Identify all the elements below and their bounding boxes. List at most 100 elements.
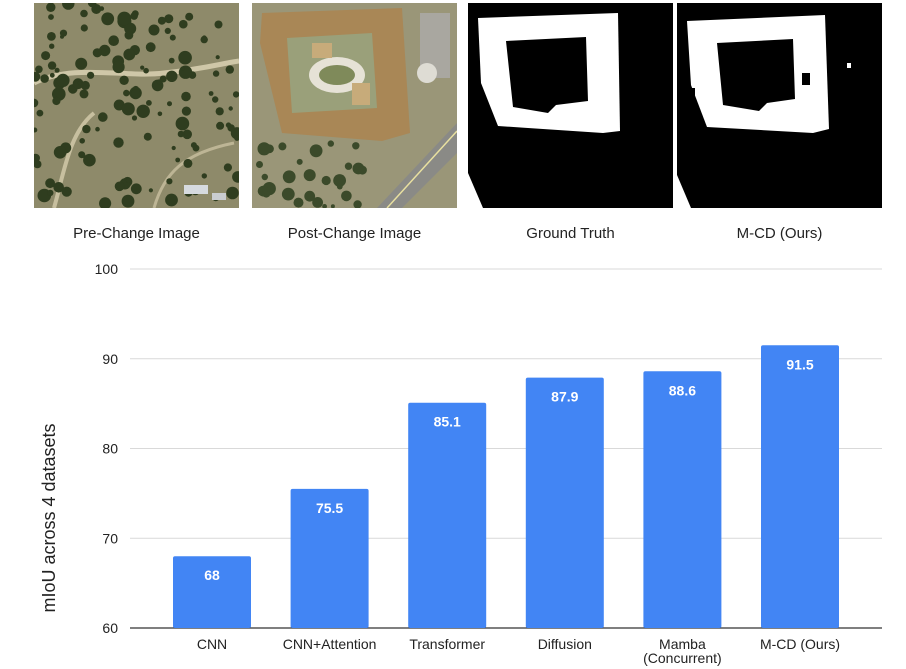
tree-canopy bbox=[121, 194, 135, 208]
tree-canopy bbox=[62, 3, 75, 10]
tree-canopy bbox=[99, 6, 105, 11]
tree-canopy bbox=[75, 57, 88, 70]
m-cd-prediction-mask bbox=[677, 3, 882, 208]
tree-canopy bbox=[143, 67, 149, 74]
tree-canopy bbox=[212, 70, 220, 77]
tree-canopy bbox=[168, 57, 175, 64]
tree-canopy bbox=[293, 197, 304, 208]
tree-canopy bbox=[87, 71, 95, 79]
tree-canopy bbox=[278, 142, 287, 151]
bar-value-label: 85.1 bbox=[434, 414, 461, 430]
tree-canopy bbox=[157, 111, 163, 117]
tree-canopy bbox=[309, 144, 323, 158]
bar bbox=[290, 488, 369, 628]
tree-canopy bbox=[87, 3, 97, 8]
tree-canopy bbox=[123, 48, 136, 61]
y-axis-tick-labels: 60 70 80 90 100 bbox=[95, 261, 119, 636]
tree-canopy bbox=[225, 65, 234, 74]
tree-canopy bbox=[352, 142, 360, 150]
tree-canopy bbox=[34, 127, 38, 133]
tree-canopy bbox=[140, 65, 145, 70]
tree-canopy bbox=[125, 178, 131, 183]
tree-canopy bbox=[234, 135, 239, 141]
tree-canopy bbox=[79, 138, 85, 144]
tree-canopy bbox=[181, 91, 191, 102]
tree-canopy bbox=[131, 115, 138, 121]
tree-canopy bbox=[303, 169, 316, 182]
tree-canopy bbox=[225, 122, 232, 128]
tree-canopy bbox=[304, 190, 316, 202]
tree-canopy bbox=[180, 66, 185, 71]
x-axis-category-labels: CNN CNN+Attention Transformer Diffusion Mamb… bbox=[197, 636, 840, 666]
tree-canopy bbox=[228, 106, 233, 111]
tree-canopy bbox=[257, 142, 271, 156]
tree-canopy bbox=[112, 60, 125, 74]
tree-canopy bbox=[35, 65, 43, 74]
bar bbox=[525, 377, 604, 628]
tree-canopy bbox=[49, 72, 55, 78]
tree-canopy bbox=[113, 137, 124, 148]
tree-canopy bbox=[61, 186, 72, 197]
tree-canopy bbox=[166, 178, 173, 185]
tree-canopy bbox=[175, 157, 181, 163]
y-tick-label: 100 bbox=[95, 261, 119, 277]
y-tick-label: 90 bbox=[102, 351, 118, 367]
tree-canopy bbox=[46, 3, 56, 12]
y-tick-label: 80 bbox=[102, 441, 118, 457]
tree-canopy bbox=[95, 126, 100, 132]
bar-value-label: 75.5 bbox=[316, 500, 343, 516]
tree-canopy bbox=[78, 151, 86, 159]
x-category-label: Transformer bbox=[409, 636, 485, 652]
tree-canopy bbox=[200, 35, 208, 44]
tree-canopy bbox=[41, 51, 51, 61]
chart-gridlines bbox=[130, 268, 882, 629]
chart-bars bbox=[173, 345, 839, 628]
tree-canopy bbox=[114, 181, 125, 192]
tree-canopy bbox=[185, 12, 194, 21]
ground-truth-mask bbox=[468, 3, 673, 208]
tree-canopy bbox=[101, 12, 115, 26]
tree-canopy bbox=[148, 188, 153, 193]
tree-canopy bbox=[48, 14, 54, 20]
tree-canopy bbox=[167, 101, 172, 107]
x-category-label: M-CD (Ours) bbox=[760, 636, 840, 652]
tree-canopy bbox=[108, 35, 119, 46]
tree-canopy bbox=[181, 106, 191, 116]
post-change-aerial-photo bbox=[252, 3, 457, 208]
pre-change-aerial-photo bbox=[34, 3, 239, 208]
tree-canopy bbox=[92, 48, 102, 58]
tree-canopy bbox=[47, 61, 57, 70]
tree-canopy bbox=[143, 132, 152, 141]
tree-canopy bbox=[179, 19, 188, 29]
bar-value-label: 87.9 bbox=[551, 389, 578, 405]
tree-canopy bbox=[201, 173, 207, 179]
tree-canopy bbox=[214, 20, 223, 29]
tree-canopy bbox=[226, 186, 239, 200]
caption-post-change: Post-Change Image bbox=[287, 225, 422, 242]
caption-m-cd: M-CD (Ours) bbox=[736, 225, 823, 242]
tree-canopy bbox=[296, 158, 303, 165]
tree-canopy bbox=[77, 80, 82, 86]
bar-value-label: 91.5 bbox=[786, 356, 813, 372]
tree-canopy bbox=[216, 121, 225, 130]
pre-change-image bbox=[34, 3, 239, 208]
tree-canopy bbox=[256, 161, 263, 168]
tree-canopy bbox=[80, 9, 88, 18]
tree-canopy bbox=[182, 129, 192, 140]
tree-canopy bbox=[83, 153, 96, 167]
tree-canopy bbox=[145, 42, 156, 53]
bar bbox=[761, 345, 839, 628]
x-category-label: CNN bbox=[197, 636, 227, 652]
tree-canopy bbox=[34, 160, 42, 169]
tree-canopy bbox=[178, 50, 192, 65]
y-tick-label: 60 bbox=[102, 620, 118, 636]
tree-canopy bbox=[357, 165, 367, 175]
tree-canopy bbox=[177, 130, 185, 138]
tree-canopy bbox=[169, 34, 176, 41]
tree-canopy bbox=[36, 109, 44, 117]
tree-canopy bbox=[123, 89, 130, 97]
tree-canopy bbox=[80, 24, 88, 32]
tree-canopy bbox=[333, 174, 346, 187]
bar bbox=[643, 371, 722, 628]
tree-canopy bbox=[52, 96, 61, 106]
